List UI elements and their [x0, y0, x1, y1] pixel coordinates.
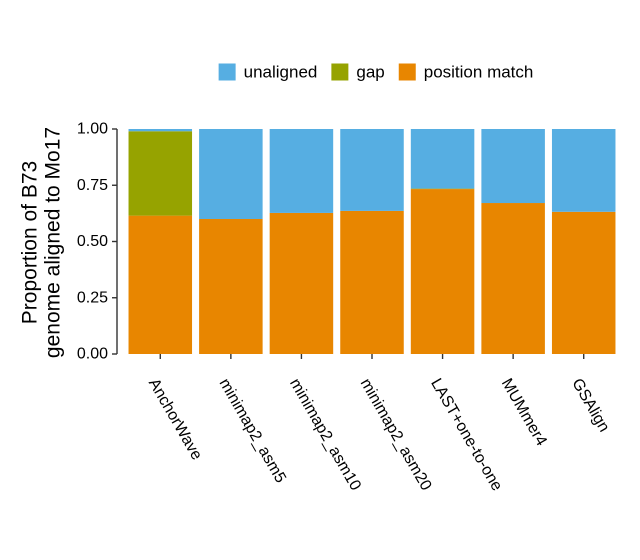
bar-mummer4-unaligned: [481, 129, 545, 204]
y-axis-title: Proportion of B73 genome aligned to Mo17: [19, 127, 65, 358]
y-tick-label: 0.25: [77, 289, 108, 306]
legend-key-gap: [331, 63, 349, 81]
y-tick-label: 0.00: [77, 346, 108, 363]
legend-key-position-match: [398, 63, 416, 81]
bar-minimap2-asm5-unaligned: [199, 129, 263, 219]
bar-last-one-to-one-position-match: [410, 189, 475, 354]
y-axis-title-line: genome aligned to Mo17: [42, 127, 65, 358]
x-tick-label-anchorwave: AnchorWave: [145, 376, 205, 463]
x-tick-label-mummer4: MUMmer4: [498, 376, 550, 449]
bar-anchorwave-unaligned: [128, 129, 193, 132]
bar-minimap2-asm10-unaligned: [269, 129, 334, 213]
y-tick-label: 1.00: [77, 121, 108, 138]
legend-key-unaligned: [218, 63, 236, 81]
legend: unaligned gap position match: [218, 63, 534, 82]
bar-minimap2-asm5-position-match: [199, 219, 263, 354]
y-tick-label: 0.75: [77, 177, 108, 194]
bar-last-one-to-one-unaligned: [410, 129, 475, 189]
bar-mummer4-position-match: [481, 203, 545, 354]
bar-minimap2-asm20-unaligned: [340, 129, 404, 211]
bar-gsalign-unaligned: [551, 129, 616, 212]
bar-gsalign-position-match: [551, 211, 616, 354]
x-tick-label-minimap2-asm20: minimap2_asm20: [357, 376, 435, 494]
x-tick-label-minimap2-asm5: minimap2_asm5: [215, 376, 288, 486]
y-axis: 0.00 0.25 0.50 0.75 1.00: [77, 121, 118, 363]
x-tick-label-minimap2-asm10: minimap2_asm10: [286, 376, 364, 494]
x-tick-label-last-one-to-one: LAST+one-to-one: [427, 376, 505, 494]
y-axis-title-line: Proportion of B73: [19, 161, 42, 324]
legend-label-position-match: position match: [424, 63, 534, 82]
bar-anchorwave-position-match: [128, 215, 193, 354]
bars: [128, 129, 616, 354]
bar-minimap2-asm20-position-match: [340, 210, 404, 354]
x-tick-label-gsalign: GSAlign: [568, 376, 612, 435]
y-tick-label: 0.50: [77, 233, 108, 250]
legend-label-unaligned: unaligned: [244, 63, 318, 82]
bar-minimap2-asm10-position-match: [269, 212, 334, 354]
x-axis: AnchorWave minimap2_asm5minimap2_asm10min…: [145, 354, 612, 494]
legend-label-gap: gap: [356, 63, 384, 82]
bar-anchorwave-gap: [128, 131, 193, 216]
